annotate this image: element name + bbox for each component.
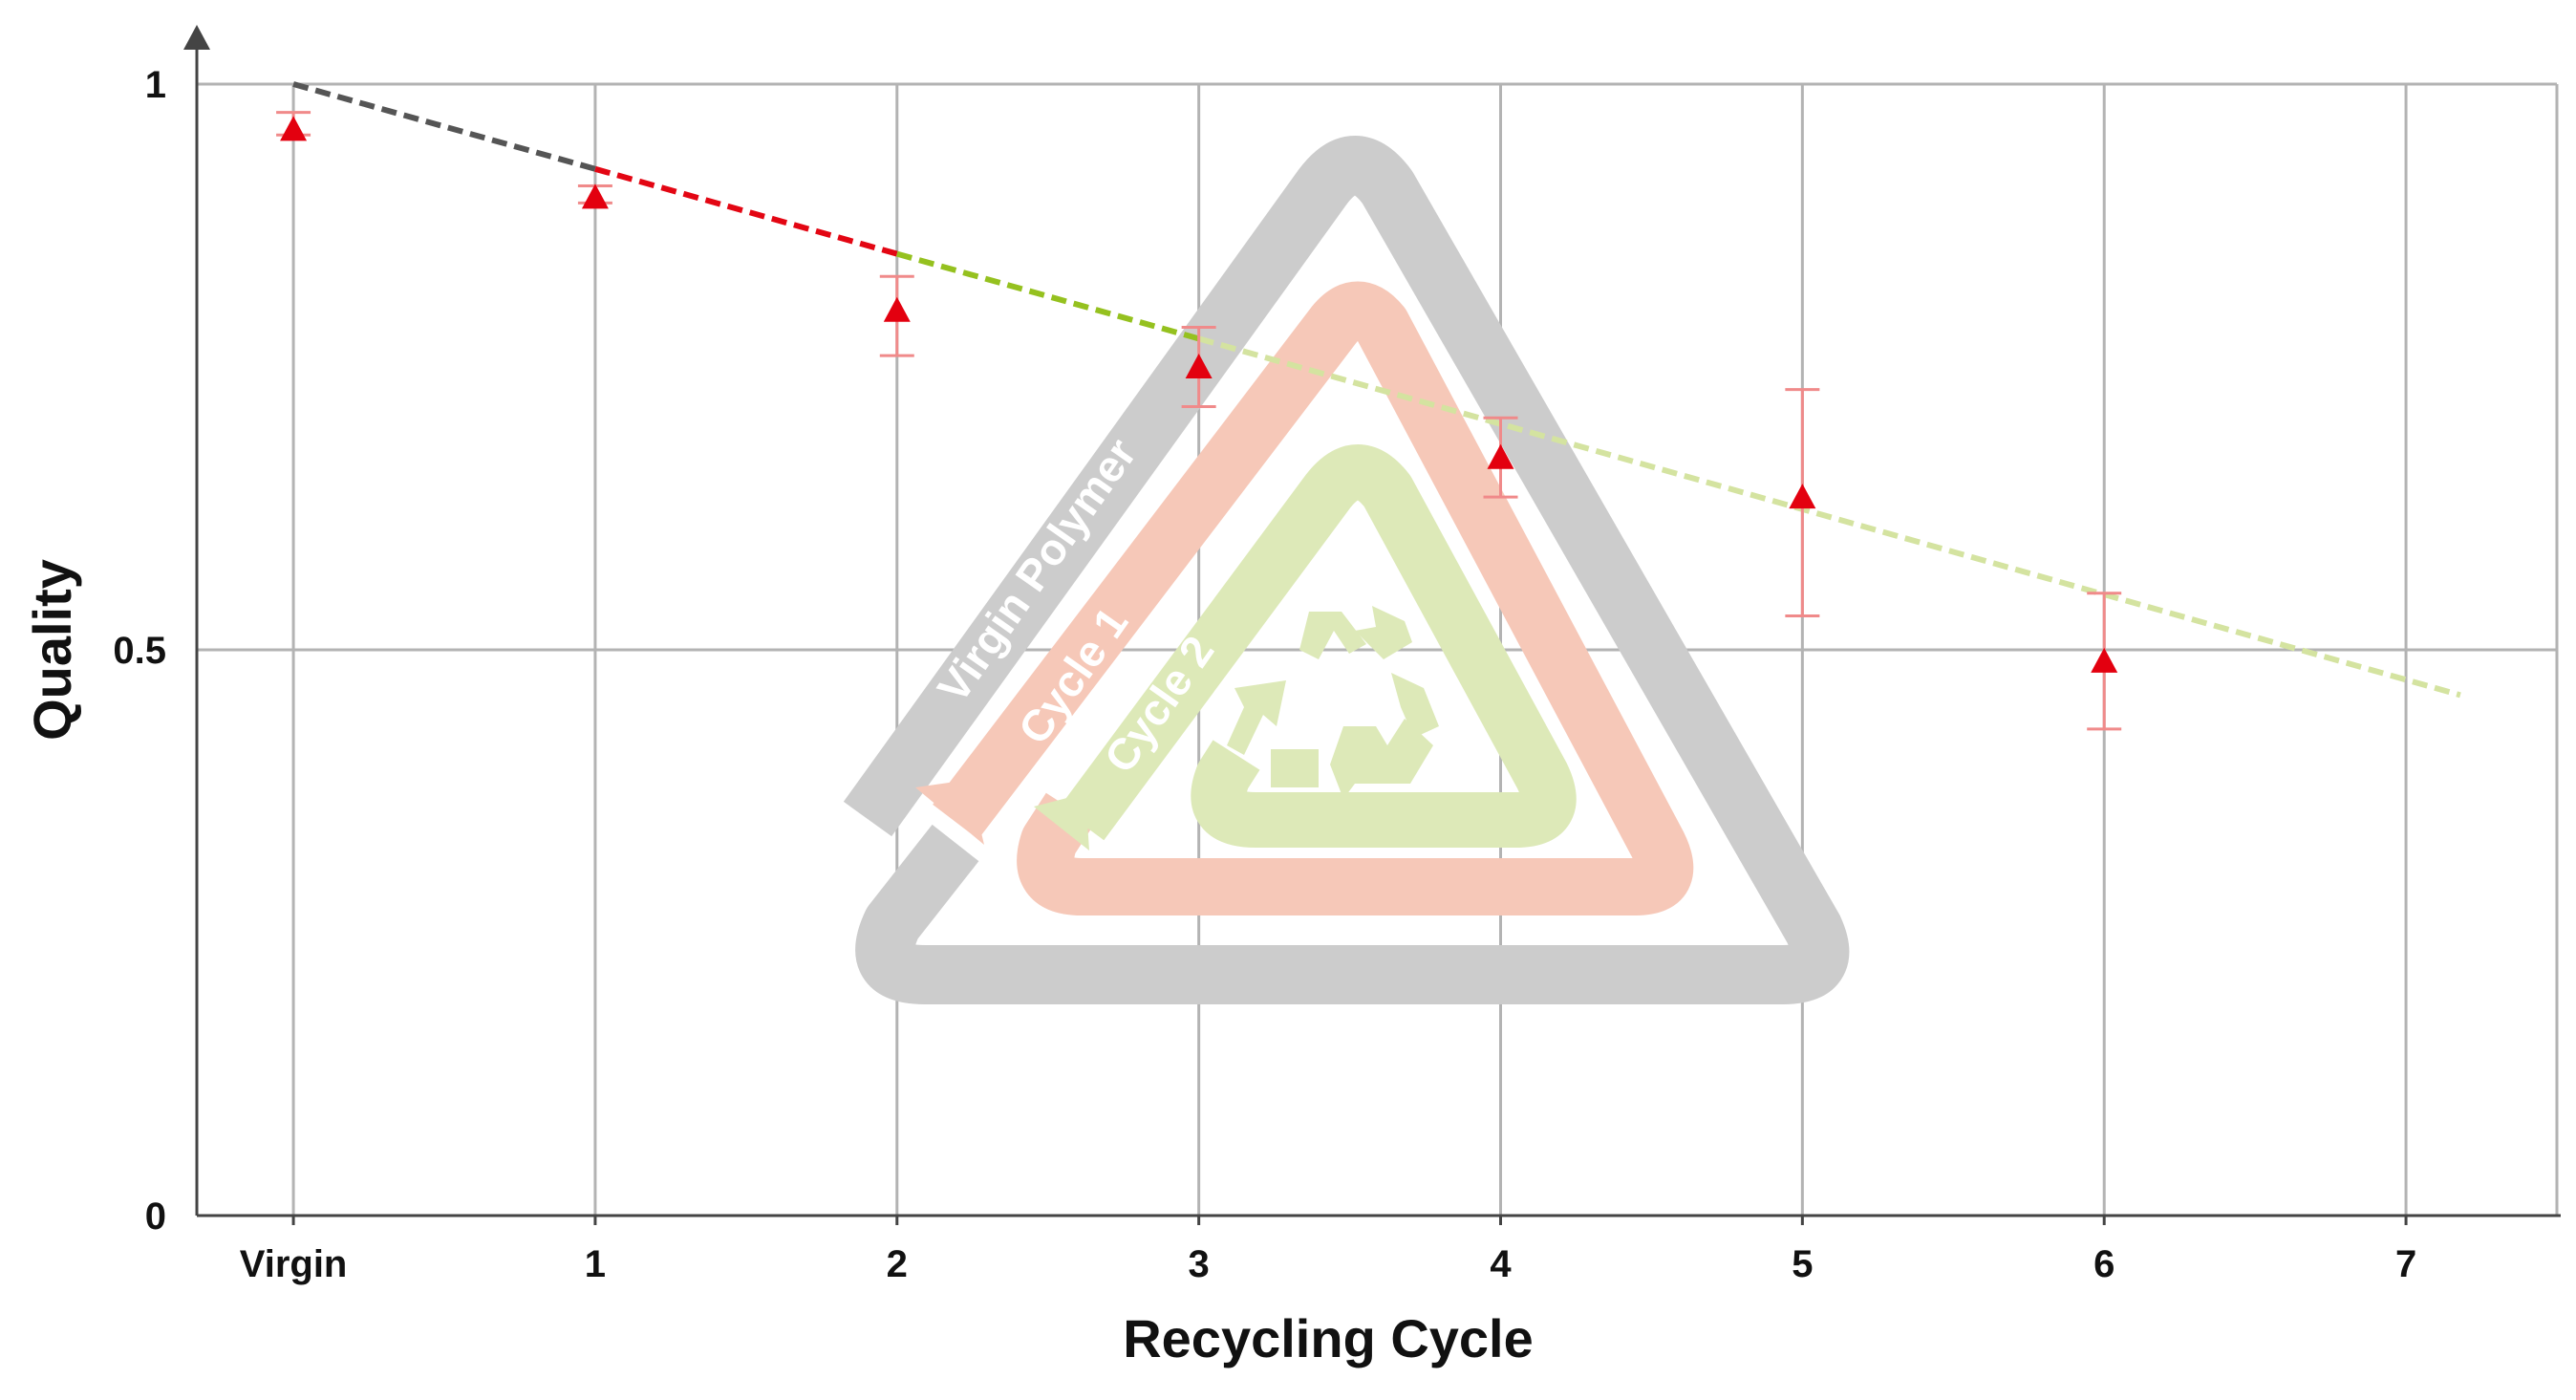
- x-tick-label-2: 2: [887, 1243, 908, 1285]
- y-tick-label-1: 1: [145, 64, 166, 106]
- trend-segment-1: [292, 81, 596, 172]
- data-point-6: [2091, 647, 2118, 673]
- data-point-4: [1487, 443, 1514, 469]
- trend-segment-3: [895, 250, 1200, 342]
- cycle-2-arrowhead: [1034, 793, 1089, 851]
- x-tick-label-Virgin: Virgin: [240, 1243, 348, 1285]
- data-point-5: [1789, 484, 1816, 509]
- y-axis-arrowhead: [183, 25, 210, 50]
- x-axis-title: Recycling Cycle: [1123, 1308, 1534, 1368]
- data-points: [276, 111, 2122, 731]
- x-tick-label-7: 7: [2395, 1243, 2416, 1285]
- data-point-Virgin: [280, 116, 308, 141]
- trend-lines: [292, 81, 2461, 699]
- x-tick-label-5: 5: [1792, 1243, 1813, 1285]
- data-point-2: [883, 296, 911, 322]
- axes-layer: [183, 25, 2561, 1225]
- cycle-1-arrowhead: [915, 780, 984, 845]
- data-point-1: [581, 183, 609, 209]
- cycle-1-loop: [933, 281, 1694, 915]
- data-point-3: [1185, 354, 1213, 378]
- trend-segment-4: [1197, 335, 2461, 699]
- tick-labels: Virgin 1 2 3 4 5 6 7 0 0.5 1: [113, 64, 2416, 1285]
- y-tick-label-0: 0: [145, 1195, 166, 1238]
- y-axis-title: Quality: [22, 559, 82, 741]
- x-tick-label-4: 4: [1490, 1243, 1512, 1285]
- virgin-polymer-loop: [843, 136, 1850, 1004]
- recycling-diagram: Virgin Polymer Cycle 1 Cycle 2: [843, 136, 1850, 1004]
- x-tick-label-3: 3: [1189, 1243, 1210, 1285]
- recycle-icon: [1227, 606, 1439, 799]
- cycle-2-loop: [1059, 444, 1577, 848]
- y-tick-label-0.5: 0.5: [113, 630, 166, 672]
- x-tick-label-6: 6: [2093, 1243, 2114, 1285]
- x-tick-label-1: 1: [585, 1243, 606, 1285]
- trend-segment-2: [594, 165, 898, 257]
